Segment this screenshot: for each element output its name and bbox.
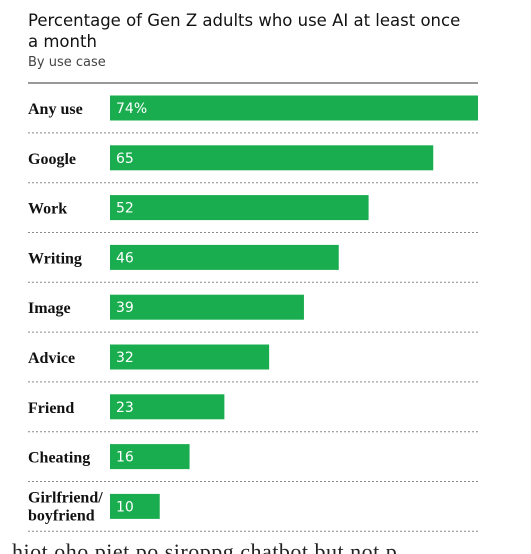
bar: [110, 294, 304, 320]
category-label: Friend: [28, 400, 74, 417]
bar: [110, 244, 339, 270]
bar-value-label: 74%: [116, 101, 147, 117]
category-label: Cheating: [28, 450, 90, 467]
bar-value-label: 52: [116, 201, 134, 217]
bar-value-label: 65: [116, 151, 134, 167]
bar: [110, 195, 369, 221]
category-label: Work: [28, 201, 67, 218]
bar-value-label: 23: [116, 400, 134, 416]
chart-subtitle: By use case: [28, 55, 106, 70]
bar-value-label: 39: [116, 300, 134, 316]
bar: [110, 394, 225, 420]
category-label: Writing: [28, 250, 82, 267]
category-label: Google: [28, 151, 76, 168]
bar-value-label: 10: [116, 499, 134, 515]
bar: [110, 444, 190, 470]
bar-value-label: 32: [116, 350, 134, 366]
category-label: Image: [28, 300, 71, 317]
bar: [110, 493, 160, 519]
bar-value-label: 16: [116, 450, 134, 466]
bar-value-label: 46: [116, 250, 134, 266]
bar: [110, 145, 434, 171]
bar: [110, 344, 270, 370]
category-label: Any use: [28, 101, 83, 118]
chart-title: Percentage of Gen Z adults who use AI at…: [28, 11, 461, 51]
category-label: Advice: [28, 350, 75, 367]
bar: [110, 95, 478, 121]
category-label: Girlfriend/boyfriend: [28, 489, 103, 524]
cropped-body-text-line: hiot oho piet po siroppg chatbot but not…: [12, 542, 397, 554]
cropped-body-text: hiot oho piet po siroppg chatbot but not…: [0, 542, 531, 554]
